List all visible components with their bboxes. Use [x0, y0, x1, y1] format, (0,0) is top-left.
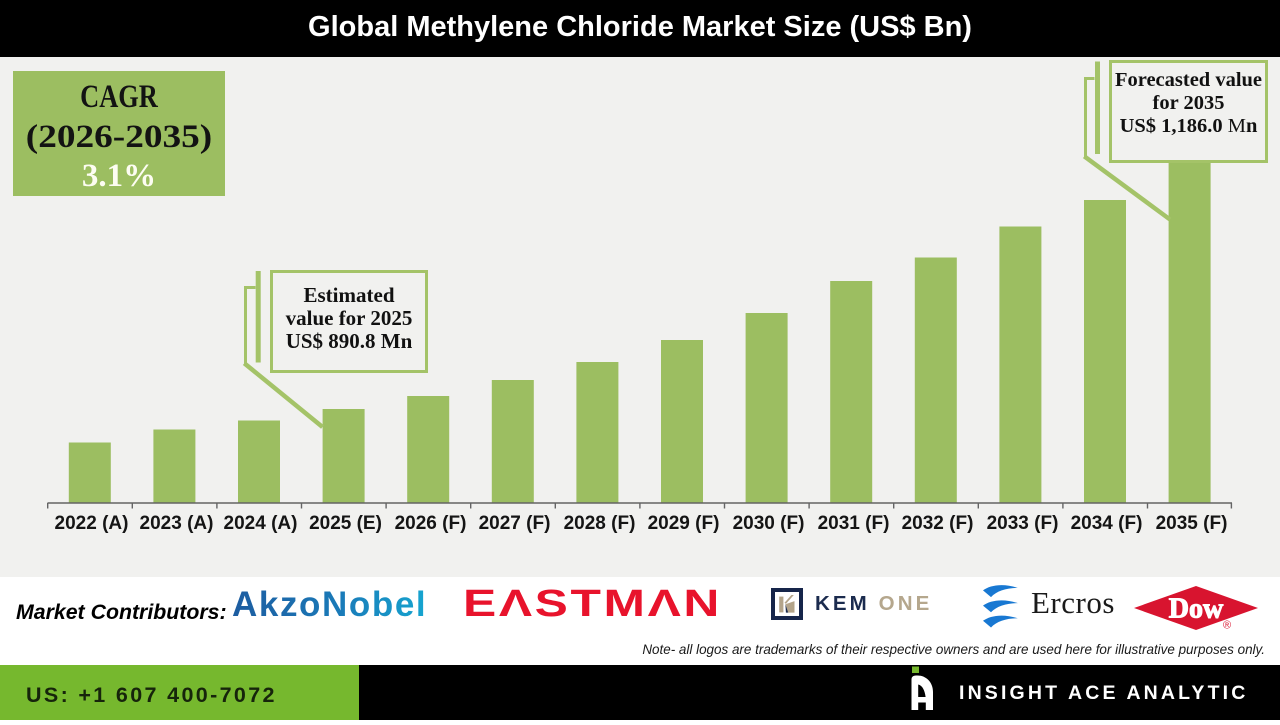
svg-text:®: ®	[1223, 620, 1231, 632]
svg-text:Dow: Dow	[1169, 594, 1224, 625]
